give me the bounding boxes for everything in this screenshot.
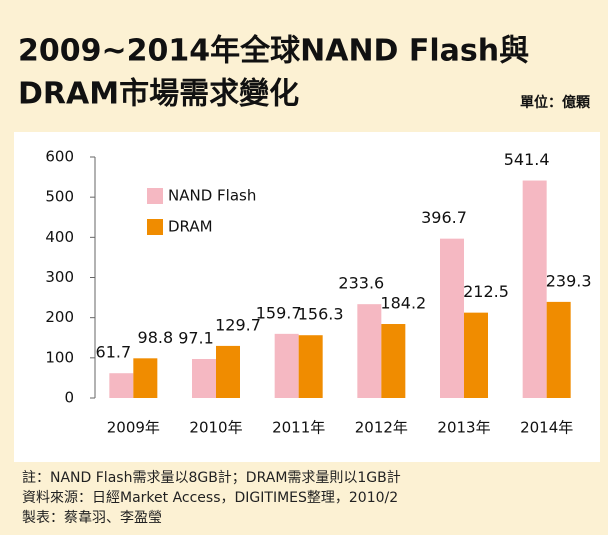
note: 製表：蔡韋羽、李盈瑩	[22, 510, 162, 526]
bar	[357, 304, 382, 398]
x-tick-label: 2010年	[189, 419, 242, 437]
x-tick-label: 2014年	[520, 419, 573, 437]
value-label: 212.5	[463, 282, 509, 301]
value-label: 61.7	[96, 343, 132, 362]
y-tick-label: 200	[45, 308, 74, 326]
bar	[109, 373, 134, 398]
chart-title: 2009~2014年全球NAND Flash與	[18, 34, 529, 69]
chart-title: DRAM市場需求變化	[18, 77, 299, 112]
value-label: 396.7	[421, 208, 467, 227]
bar	[522, 180, 547, 398]
value-label: 156.3	[298, 305, 344, 324]
y-tick-label: 300	[45, 268, 74, 286]
x-tick-label: 2012年	[355, 419, 408, 437]
bar	[464, 312, 488, 398]
value-label: 159.7	[256, 303, 302, 322]
bar	[440, 238, 464, 398]
bar	[192, 358, 216, 398]
legend-swatch	[147, 188, 163, 204]
legend-label: DRAM	[168, 218, 213, 236]
value-label: 541.4	[504, 150, 550, 169]
bar	[216, 345, 240, 398]
plot-panel	[14, 132, 600, 462]
value-label: 98.8	[138, 328, 174, 347]
y-tick-label: 100	[45, 348, 74, 366]
x-tick-label: 2011年	[272, 419, 325, 437]
bar	[298, 335, 323, 398]
value-label: 97.1	[178, 328, 214, 347]
bar	[381, 324, 406, 398]
unit-label: 單位：億顆	[520, 94, 591, 111]
y-tick-label: 600	[45, 148, 74, 166]
x-tick-label: 2013年	[437, 419, 490, 437]
legend-label: NAND Flash	[168, 187, 256, 205]
x-tick-label: 2009年	[107, 419, 160, 437]
note: 註：NAND Flash需求量以8GB計；DRAM需求量則以1GB計	[22, 470, 401, 486]
note: 資料來源：日經Market Access，DIGITIMES整理，2010/2	[22, 490, 398, 506]
bar	[274, 333, 299, 398]
value-label: 239.3	[546, 271, 592, 290]
value-label: 129.7	[215, 315, 261, 334]
y-tick-label: 0	[64, 389, 74, 407]
bar	[546, 301, 571, 398]
value-label: 233.6	[338, 274, 384, 293]
y-tick-label: 500	[45, 188, 74, 206]
bar	[133, 358, 158, 398]
legend-swatch	[147, 219, 163, 235]
value-label: 184.2	[380, 294, 426, 313]
y-tick-label: 400	[45, 228, 74, 246]
